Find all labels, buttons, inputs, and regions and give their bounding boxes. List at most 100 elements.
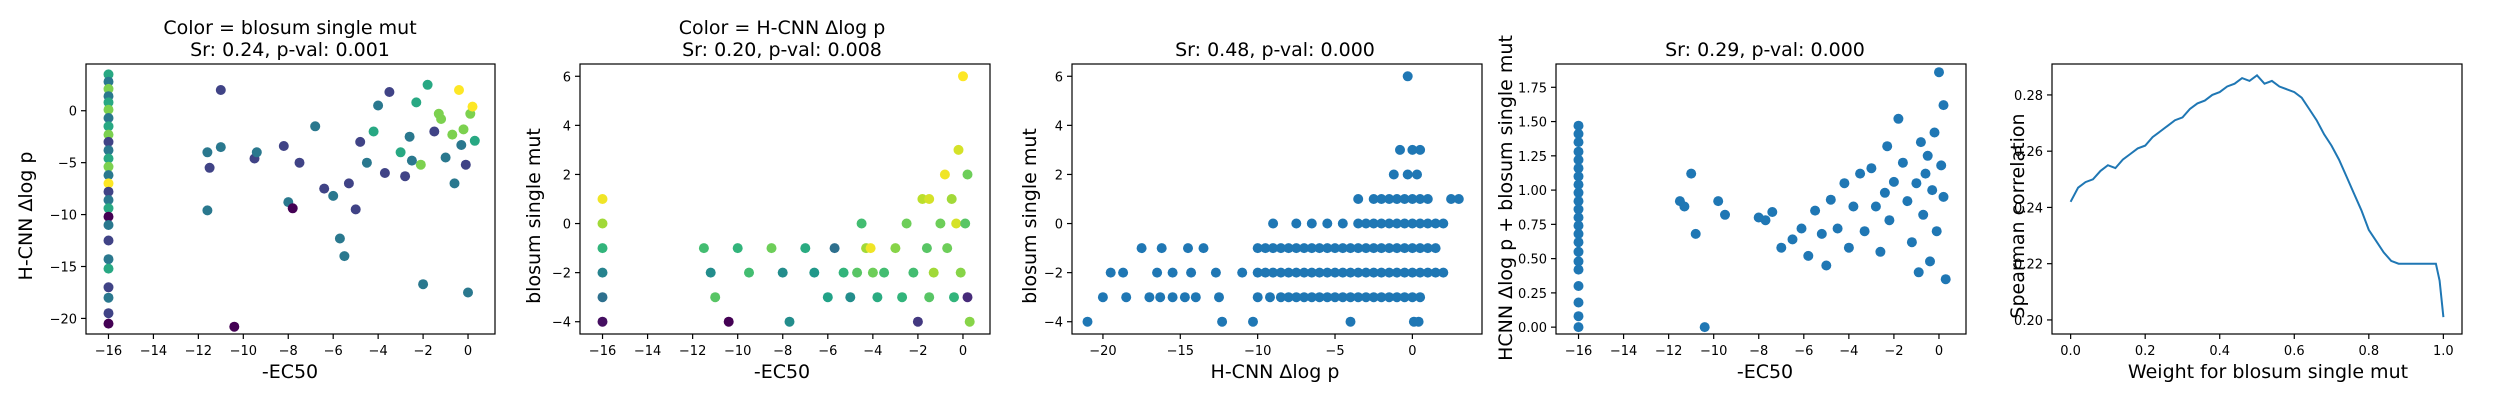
data-point [1407, 194, 1418, 204]
y-tick-label: 4 [1055, 119, 1063, 134]
x-tick-label: −14 [1610, 344, 1637, 359]
data-point [1720, 209, 1730, 220]
data-point [1713, 196, 1724, 207]
data-point [1787, 234, 1798, 245]
data-point [1322, 292, 1333, 303]
data-point [1361, 218, 1371, 229]
data-point [890, 243, 901, 254]
data-point [1940, 274, 1951, 285]
x-tick-label: 0.6 [2284, 344, 2305, 359]
x-tick-label: −12 [185, 344, 212, 359]
data-point [449, 178, 460, 189]
data-point [1337, 243, 1348, 254]
data-point [924, 194, 935, 204]
panel-weight-vs-spearman: Weight for blosum single mut Spearman co… [2007, 63, 2463, 383]
data-point [1376, 218, 1387, 229]
data-point [1391, 243, 1402, 254]
data-point [368, 126, 379, 137]
y-tick-label: −2 [1044, 267, 1063, 282]
data-point [1314, 292, 1325, 303]
data-point [103, 170, 114, 181]
x-tick-label: 0.2 [2135, 344, 2156, 359]
data-point [1198, 243, 1209, 254]
data-point [355, 136, 366, 147]
data-point [962, 169, 973, 180]
y-axis-label: HCNN Δlog p + blosum single mut [1495, 35, 1517, 361]
data-point [1399, 194, 1410, 204]
data-point [1407, 267, 1418, 278]
data-point [1438, 267, 1449, 278]
data-point [935, 218, 946, 229]
data-point [395, 147, 406, 158]
data-point [1430, 243, 1441, 254]
data-point [1927, 185, 1938, 196]
data-point [1438, 218, 1449, 229]
data-point [1152, 267, 1163, 278]
data-point [1353, 194, 1364, 204]
y-tick-label: 0.28 [2014, 89, 2043, 104]
data-point [1796, 223, 1807, 234]
data-point [856, 218, 867, 229]
data-point [1816, 228, 1827, 239]
data-point [1415, 243, 1426, 254]
y-axis-label: blosum single mut [523, 128, 545, 304]
x-tick-label: −16 [1565, 344, 1592, 359]
data-point [1368, 243, 1379, 254]
data-point [867, 267, 878, 278]
data-point [1155, 292, 1166, 303]
data-point [1384, 292, 1395, 303]
data-point [1186, 267, 1197, 278]
data-point [251, 147, 262, 158]
data-point [955, 267, 966, 278]
data-point [1322, 218, 1333, 229]
panel-title-line2: Sr: 0.29, p-val: 0.000 [1665, 39, 1865, 61]
data-point [1121, 292, 1132, 303]
x-tick-label: −5 [1325, 344, 1344, 359]
data-point [1345, 267, 1356, 278]
data-point [1922, 150, 1933, 161]
data-point [1920, 168, 1931, 179]
data-point [1422, 218, 1433, 229]
data-point [1353, 267, 1364, 278]
y-tick-label: 0 [563, 218, 571, 233]
data-point [1422, 267, 1433, 278]
data-point [1097, 292, 1108, 303]
data-point [1415, 144, 1426, 155]
data-point [1573, 281, 1584, 291]
x-tick-label: 1.0 [2433, 344, 2454, 359]
data-point [901, 218, 912, 229]
data-point [433, 108, 444, 119]
data-point [964, 316, 975, 327]
data-point [744, 267, 754, 278]
data-point [1260, 243, 1271, 254]
data-point [215, 85, 226, 95]
data-point [1384, 267, 1395, 278]
y-tick-label: 1.50 [1518, 116, 1547, 131]
data-point [1376, 267, 1387, 278]
data-point [1345, 243, 1356, 254]
panel-ec50-vs-blosum: Color = H-CNN Δlog p Sr: 0.20, p-val: 0.… [523, 17, 991, 383]
data-point [809, 267, 820, 278]
data-point [1275, 243, 1286, 254]
data-point [1936, 160, 1947, 171]
x-tick-label: −4 [863, 344, 882, 359]
data-point [1291, 292, 1302, 303]
data-point [103, 235, 114, 246]
data-point [1283, 267, 1294, 278]
series-line [2069, 73, 2445, 318]
panel-title-line1: Color = blosum single mut [163, 17, 416, 39]
data-point [879, 267, 890, 278]
data-point [1248, 316, 1258, 327]
data-point [1911, 178, 1922, 189]
data-point [1446, 194, 1457, 204]
data-point [1859, 226, 1870, 237]
x-tick-label: 0.0 [2060, 344, 2081, 359]
data-point [872, 292, 883, 303]
y-tick-label: −10 [50, 209, 77, 224]
data-point [1391, 292, 1402, 303]
data-point [103, 186, 114, 197]
data-point [1275, 267, 1286, 278]
data-point [103, 129, 114, 140]
data-point [103, 83, 114, 94]
